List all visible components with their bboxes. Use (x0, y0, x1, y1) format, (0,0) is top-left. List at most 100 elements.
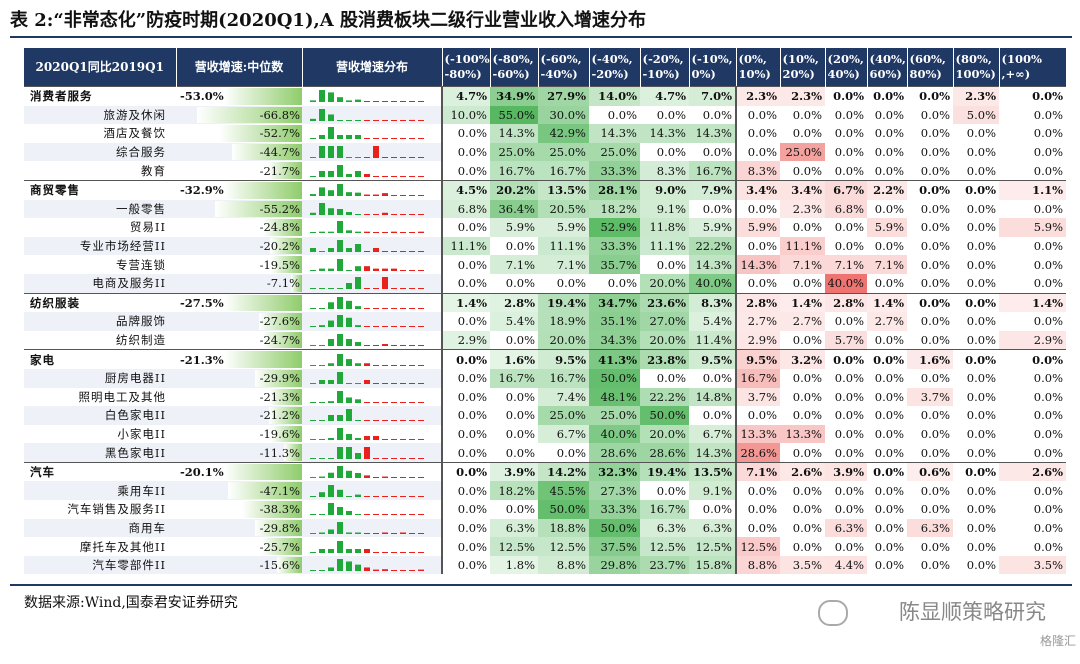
bin-value: 0.6% (907, 461, 953, 482)
median-cell: -20.2% (176, 236, 302, 256)
bin-value: 0.0% (966, 257, 996, 272)
bin-value: 0.0% (607, 107, 637, 122)
bin-value: 0.0% (1033, 520, 1063, 535)
sparkline-bar (310, 570, 316, 572)
bin-value: 0.0% (735, 124, 780, 143)
bin-value: 5.4% (689, 312, 736, 331)
bin-value: 2.9% (441, 330, 490, 350)
bin-value: 33.3% (589, 500, 640, 519)
median-bar (255, 519, 302, 537)
sparkline-bar (373, 194, 379, 197)
sparkline-bar (373, 383, 379, 385)
median-cell: -20.1% (176, 461, 302, 482)
bin-value: 0.0% (792, 445, 822, 460)
bin-value: 0.0% (953, 179, 999, 200)
sparkline-bar (391, 157, 397, 159)
bin-value: 0.0% (834, 539, 864, 554)
bin-value: 20.0% (538, 330, 589, 350)
sparkline-bar (328, 472, 334, 479)
sparkline-bar (319, 491, 325, 497)
sparkline-svg (310, 372, 424, 385)
sparkline-bar (337, 240, 343, 253)
median-bar (269, 407, 302, 424)
bin-value: 0.0% (792, 520, 822, 535)
bin-value: 7.1% (867, 255, 907, 274)
sparkline-bar (346, 211, 352, 215)
sparkline-bar (373, 457, 379, 459)
sparkline-bar (337, 540, 343, 553)
bin-value: 0.0% (702, 145, 732, 160)
bin-value: 0.0% (1033, 126, 1063, 141)
sparkline-bar (337, 184, 343, 197)
median-bar (268, 162, 302, 179)
sparkline-bar (310, 212, 316, 215)
sparkline-svg (310, 202, 424, 215)
sparkline-bar (382, 383, 388, 385)
bin-value: 5.9% (735, 218, 780, 237)
bin-value: 27.3% (589, 481, 640, 501)
sparkline-bar (400, 551, 406, 553)
bin-value: 23.6% (640, 292, 689, 313)
bin-value: 3.4% (780, 179, 825, 200)
sparkline-bar (373, 477, 379, 479)
bin-value: 0.0% (1033, 314, 1063, 329)
sparkline-bar (355, 548, 361, 553)
table-row: 汽车零部件II -15.6% 0.0% 1.8% 8.8% 29.8% 23.7% 15.8%… (24, 555, 1066, 575)
bin-value: 0.0% (834, 502, 864, 517)
title-rule (10, 36, 1072, 38)
sparkline-bar (409, 532, 415, 534)
sparkline-bar (319, 268, 325, 271)
bin-value: 0.0% (966, 333, 996, 348)
bin-value: 1.4% (999, 292, 1066, 313)
sparkline-bar (364, 119, 370, 121)
bin-value: 0.0% (920, 502, 950, 517)
bin-value: 0.0% (920, 558, 950, 573)
sparkline-bar (418, 495, 424, 497)
sparkline-bar (355, 135, 361, 140)
bin-value: 0.0% (505, 389, 535, 404)
sparkline-bar (409, 195, 415, 197)
sparkline-bar (373, 495, 379, 497)
bin-value: 2.6% (780, 461, 825, 482)
median-value: -47.1% (259, 483, 300, 498)
table-row: 黑色家电II -11.3% 0.0% 0.0% 0.0% 28.6% 28.6% 14.3% 2… (24, 443, 1066, 463)
sparkline-bar (346, 446, 352, 459)
sparkline-bar (382, 438, 388, 440)
sparkline-bar (409, 288, 415, 290)
bin-value: 14.3% (689, 124, 736, 143)
sparkline-bar (328, 232, 334, 234)
sparkline-bar (373, 248, 379, 253)
sparkline-bar (391, 326, 397, 328)
sparkline-bar (337, 353, 343, 366)
sparkline-bar (418, 514, 424, 516)
sparkline-bar (391, 457, 397, 459)
median-value: -20.2% (259, 239, 300, 254)
sparkline-bar (346, 157, 352, 159)
industry-name: 纺织制造 (116, 333, 166, 348)
sparkline-bar (319, 325, 325, 328)
table-row: 厨房电器II -29.9% 0.0% 16.7% 16.7% 50.0% 0.0% 0.0% 1… (24, 368, 1066, 388)
median-value: -21.7% (259, 163, 300, 178)
bin-value: 0.0% (505, 276, 535, 291)
sparkline-bar (409, 420, 415, 422)
bin-value: 28.1% (589, 179, 640, 200)
bin-value: 0.0% (834, 145, 864, 160)
sparkline-bar (319, 90, 325, 103)
sparkline-bar (355, 362, 361, 366)
sparkline-bar (337, 146, 343, 159)
median-value: -25.7% (259, 539, 300, 554)
sparkline-bar (391, 514, 397, 516)
sparkline-bar (400, 307, 406, 309)
distribution-sparkline (302, 105, 442, 125)
bin-value: 0.0% (834, 239, 864, 254)
industry-name: 白色家电II (24, 406, 176, 425)
sparkline-bar (328, 268, 334, 271)
header-bin: (-60%, -40%) (538, 48, 590, 87)
bin-value: 0.0% (441, 387, 490, 407)
sparkline-bar (400, 401, 406, 403)
median-bar (224, 181, 302, 199)
bin-value: 9.5% (735, 349, 780, 369)
sparkline-svg (310, 427, 424, 440)
sparkline-bar (328, 380, 334, 385)
sparkline-bar (391, 288, 397, 290)
